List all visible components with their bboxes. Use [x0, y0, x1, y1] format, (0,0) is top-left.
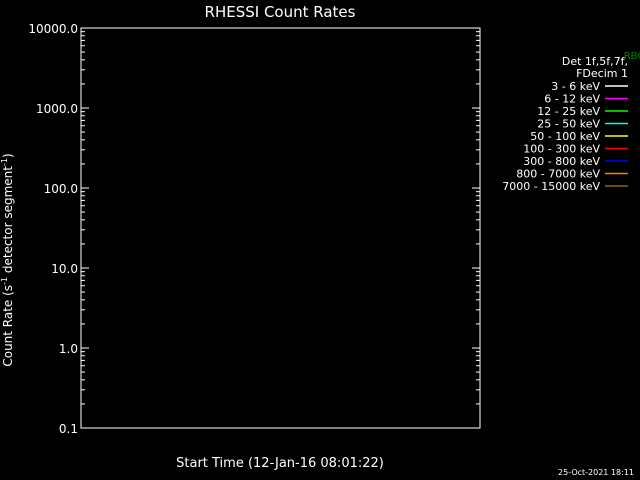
y-axis-label: Count Rate (s-1 detector segment-1)	[0, 153, 15, 366]
y-axis-label-sup1: -1	[0, 277, 9, 285]
y-tick-label: 1000.0	[36, 102, 78, 116]
y-tick-label: 0.1	[59, 422, 78, 436]
legend-header-line-1: Det 1f,5f,7f,	[562, 55, 628, 68]
y-tick-label: 10.0	[51, 262, 78, 276]
legend-label: 300 - 800 keV	[523, 155, 600, 168]
legend-label: 800 - 7000 keV	[516, 168, 600, 181]
y-axis-label-sup2: -1	[0, 158, 9, 166]
legend-label: 3 - 6 keV	[551, 80, 600, 93]
plot-layer: 0.11.010.0100.01000.010000.008:1508:3008…	[28, 22, 640, 436]
legend-header-line-2: FDecim 1	[576, 67, 628, 80]
legend-label: 6 - 12 keV	[544, 93, 600, 106]
legend-label: 25 - 50 keV	[537, 118, 600, 131]
y-tick-label: 100.0	[44, 182, 78, 196]
timestamp: 25-Oct-2021 18:11	[558, 468, 634, 477]
plot-frame	[80, 27, 481, 429]
y-tick-label: 1.0	[59, 342, 78, 356]
y-axis-label-main: Count Rate (s	[1, 285, 15, 367]
y-axis-label-end: )	[1, 153, 15, 158]
x-axis-label: Start Time (12-Jan-16 08:01:22)	[176, 456, 384, 471]
flag-label-rbo: RBO	[624, 51, 640, 62]
chart-title: RHESSI Count Rates	[205, 3, 356, 21]
y-axis-label-mid: detector segment	[1, 166, 15, 277]
legend-label: 12 - 25 keV	[537, 105, 600, 118]
legend-label: 50 - 100 keV	[530, 130, 600, 143]
legend-label: 7000 - 15000 keV	[502, 180, 600, 193]
legend-label: 100 - 300 keV	[523, 143, 600, 156]
y-tick-label: 10000.0	[28, 22, 78, 36]
